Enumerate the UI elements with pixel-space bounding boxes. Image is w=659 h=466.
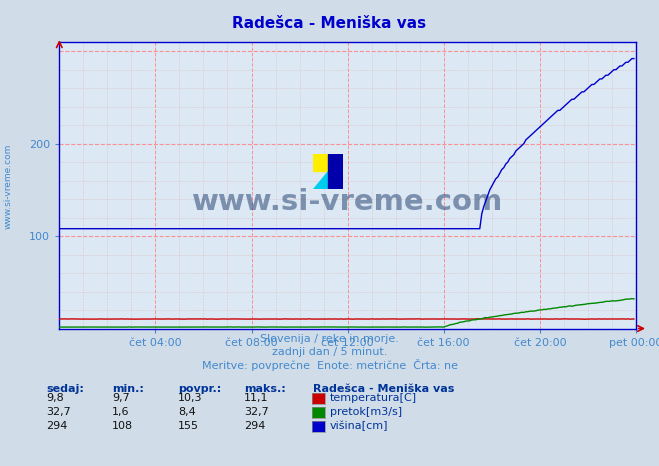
Text: 32,7: 32,7 (46, 407, 71, 418)
Bar (313, 154, 328, 171)
Polygon shape (328, 154, 343, 189)
Text: 9,7: 9,7 (112, 393, 130, 404)
Text: 10,3: 10,3 (178, 393, 202, 404)
Text: zadnji dan / 5 minut.: zadnji dan / 5 minut. (272, 347, 387, 356)
Text: 294: 294 (244, 421, 265, 432)
Text: Radešca - Meniška vas: Radešca - Meniška vas (233, 16, 426, 31)
Text: 32,7: 32,7 (244, 407, 269, 418)
Text: pretok[m3/s]: pretok[m3/s] (330, 407, 402, 418)
Text: 108: 108 (112, 421, 133, 432)
Text: Slovenija / reke in morje.: Slovenija / reke in morje. (260, 334, 399, 344)
Text: 294: 294 (46, 421, 67, 432)
Text: 8,4: 8,4 (178, 407, 196, 418)
Text: višina[cm]: višina[cm] (330, 421, 389, 432)
Text: povpr.:: povpr.: (178, 384, 221, 394)
Text: 1,6: 1,6 (112, 407, 130, 418)
Text: 155: 155 (178, 421, 199, 432)
Text: www.si-vreme.com: www.si-vreme.com (3, 144, 13, 229)
Text: www.si-vreme.com: www.si-vreme.com (192, 188, 503, 216)
Text: Meritve: povprečne  Enote: metrične  Črta: ne: Meritve: povprečne Enote: metrične Črta:… (202, 359, 457, 371)
Text: 9,8: 9,8 (46, 393, 64, 404)
Text: sedaj:: sedaj: (46, 384, 84, 394)
Text: temperatura[C]: temperatura[C] (330, 393, 417, 404)
Text: 11,1: 11,1 (244, 393, 268, 404)
Text: maks.:: maks.: (244, 384, 285, 394)
Text: Radešca - Meniška vas: Radešca - Meniška vas (313, 384, 455, 394)
Polygon shape (313, 171, 328, 189)
Text: min.:: min.: (112, 384, 144, 394)
